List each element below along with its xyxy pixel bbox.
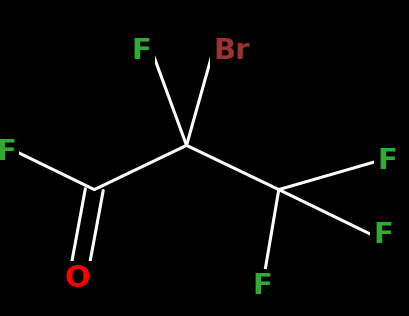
Text: F: F <box>376 147 396 175</box>
Text: F: F <box>372 222 392 249</box>
Text: F: F <box>0 138 16 166</box>
Text: Br: Br <box>213 37 249 64</box>
Text: F: F <box>252 272 272 300</box>
Text: F: F <box>132 37 151 64</box>
Text: O: O <box>65 264 91 293</box>
Text: F: F <box>376 147 396 175</box>
Text: O: O <box>65 264 91 293</box>
Text: F: F <box>0 138 16 166</box>
Text: F: F <box>252 272 272 300</box>
Text: F: F <box>132 37 151 64</box>
Text: F: F <box>372 222 392 249</box>
Text: Br: Br <box>213 37 249 64</box>
